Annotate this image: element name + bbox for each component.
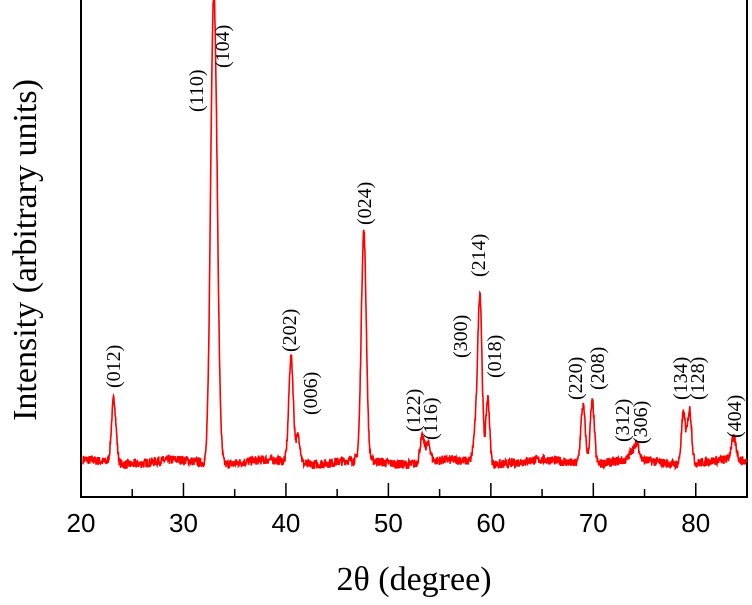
x-tick-label: 30 (169, 508, 198, 538)
x-axis-title: 2θ (degree) (336, 561, 491, 598)
peak-label: (404) (724, 395, 746, 438)
axes (80, 0, 748, 498)
peak-label: (220) (565, 357, 587, 400)
peak-label: (104) (212, 25, 234, 68)
peak-labels: (012) (110)(104) (202) (006) (024) (122)(116)… (103, 25, 746, 444)
x-tick-label: 20 (67, 508, 96, 538)
x-tick-label: 50 (374, 508, 403, 538)
x-ticks: 20 30 40 50 60 70 80 (67, 483, 748, 538)
x-tick-label: 40 (271, 508, 300, 538)
peak-label: (018) (484, 335, 506, 378)
peak-label: (122) (403, 389, 425, 432)
peak-label: (128) (687, 357, 709, 400)
x-tick-label: 80 (681, 508, 710, 538)
peak-label: (116) (420, 397, 442, 440)
peak-label: (110) (186, 69, 208, 112)
peak-label: (312) (612, 399, 634, 442)
peak-label: (134) (670, 357, 692, 400)
peak-label: (202) (279, 309, 301, 352)
peak-label: (306) (630, 401, 652, 444)
x-tick-label: 60 (476, 508, 505, 538)
axis-frame (80, 0, 748, 498)
peak-label: (208) (587, 347, 609, 390)
peak-label: (214) (468, 234, 490, 277)
peak-label: (006) (300, 372, 322, 415)
x-tick-label: 70 (579, 508, 608, 538)
peak-label: (300) (450, 315, 472, 358)
peak-label: (012) (103, 345, 125, 388)
peak-label: (024) (354, 182, 376, 225)
xrd-pattern-line (82, 0, 748, 471)
y-axis-title: Intensity (arbitrary units) (7, 79, 44, 421)
